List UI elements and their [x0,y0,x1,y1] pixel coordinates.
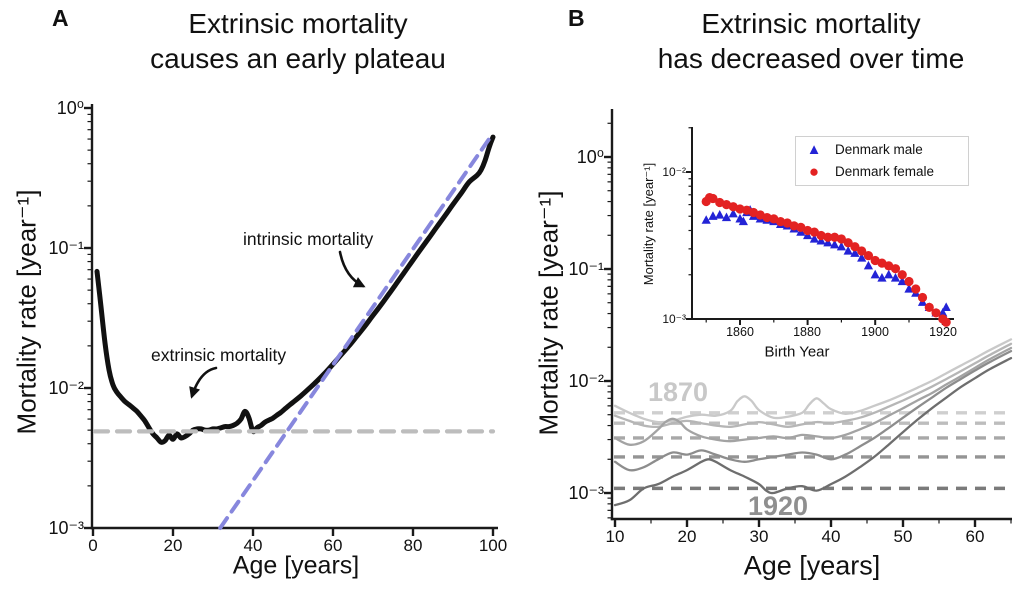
panel-b-xtick: 30 [749,527,769,546]
panel-a-xtick: 60 [323,536,343,555]
panel-a-xtick: 100 [478,536,508,555]
panel-a-ytick: 10⁻² [48,378,84,398]
inset-x-axis-label: Birth Year [764,343,830,361]
panel-b-xtick: 60 [965,527,985,546]
intrinsic-mortality-annotation: intrinsic mortality [243,229,374,249]
panel-a-title-line1: Extrinsic mortality [188,8,408,39]
panel-a-xtick: 20 [163,536,183,555]
panel-a-plot [84,104,498,536]
inset-ytick: 10⁻² [662,165,686,179]
cohort-label-1920: 1920 [748,491,809,521]
panel-b-label: B [568,5,585,31]
panel-b-xtick: 10 [605,527,625,546]
extrinsic-mortality-arrow [189,366,218,399]
panel-a-xtick: 0 [88,536,98,555]
inset-y-axis-label: Mortality rate [year⁻¹] [641,162,656,286]
inset-plot [686,127,954,327]
panel-a-x-axis-label: Age [years] [232,551,360,580]
panel-b-ytick: 10⁰ [576,147,604,167]
inset-ytick: 10⁻³ [662,312,686,326]
panel-a-ytick: 10⁰ [56,98,84,118]
panel-b-title-line2: has decreased over time [657,43,965,74]
panel-b-xtick: 20 [677,527,697,546]
inset-legend: ▲ Denmark male ● Denmark female [795,136,969,186]
panel-a-ytick: 10⁻¹ [48,238,84,258]
panel-a-title: Extrinsic mortality causes an early plat… [83,6,513,76]
panel-a-xtick: 40 [243,536,263,555]
panel-a-title-line2: causes an early plateau [150,43,446,74]
inset-xtick: 1920 [929,325,957,339]
cohort-label-1870: 1870 [648,377,709,407]
panel-b-xtick: 40 [821,527,841,546]
triangle-marker-icon: ▲ [806,141,822,158]
panel-a-label: A [52,5,69,31]
inset-xtick: 1860 [726,325,754,339]
legend-item-denmark-female: ● Denmark female [806,162,958,182]
panel-b-y-axis-label: Mortality rate [year⁻¹] [533,190,564,436]
legend-label: Denmark female [835,164,935,179]
panel-b-ytick: 10⁻³ [568,483,604,503]
panel-a-xtick: 80 [403,536,423,555]
inset-xtick: 1900 [861,325,889,339]
panel-b-title-line1: Extrinsic mortality [701,8,921,39]
panel-b-plot [604,109,1013,527]
panel-b-ytick: 10⁻² [568,371,604,391]
inset-xtick: 1880 [793,325,821,339]
legend-item-denmark-male: ▲ Denmark male [806,140,958,160]
panel-b-x-axis-label: Age [years] [743,550,881,581]
panel-b-ytick: 10⁻¹ [568,259,604,279]
extrinsic-mortality-annotation: extrinsic mortality [151,345,287,365]
panel-b-title: Extrinsic mortality has decreased over t… [598,6,1024,76]
circle-marker-icon: ● [808,162,820,181]
intrinsic-mortality-arrow [338,250,366,288]
panel-a-ytick: 10⁻³ [48,518,84,538]
legend-label: Denmark male [835,142,923,157]
panel-b-xtick: 50 [893,527,913,546]
